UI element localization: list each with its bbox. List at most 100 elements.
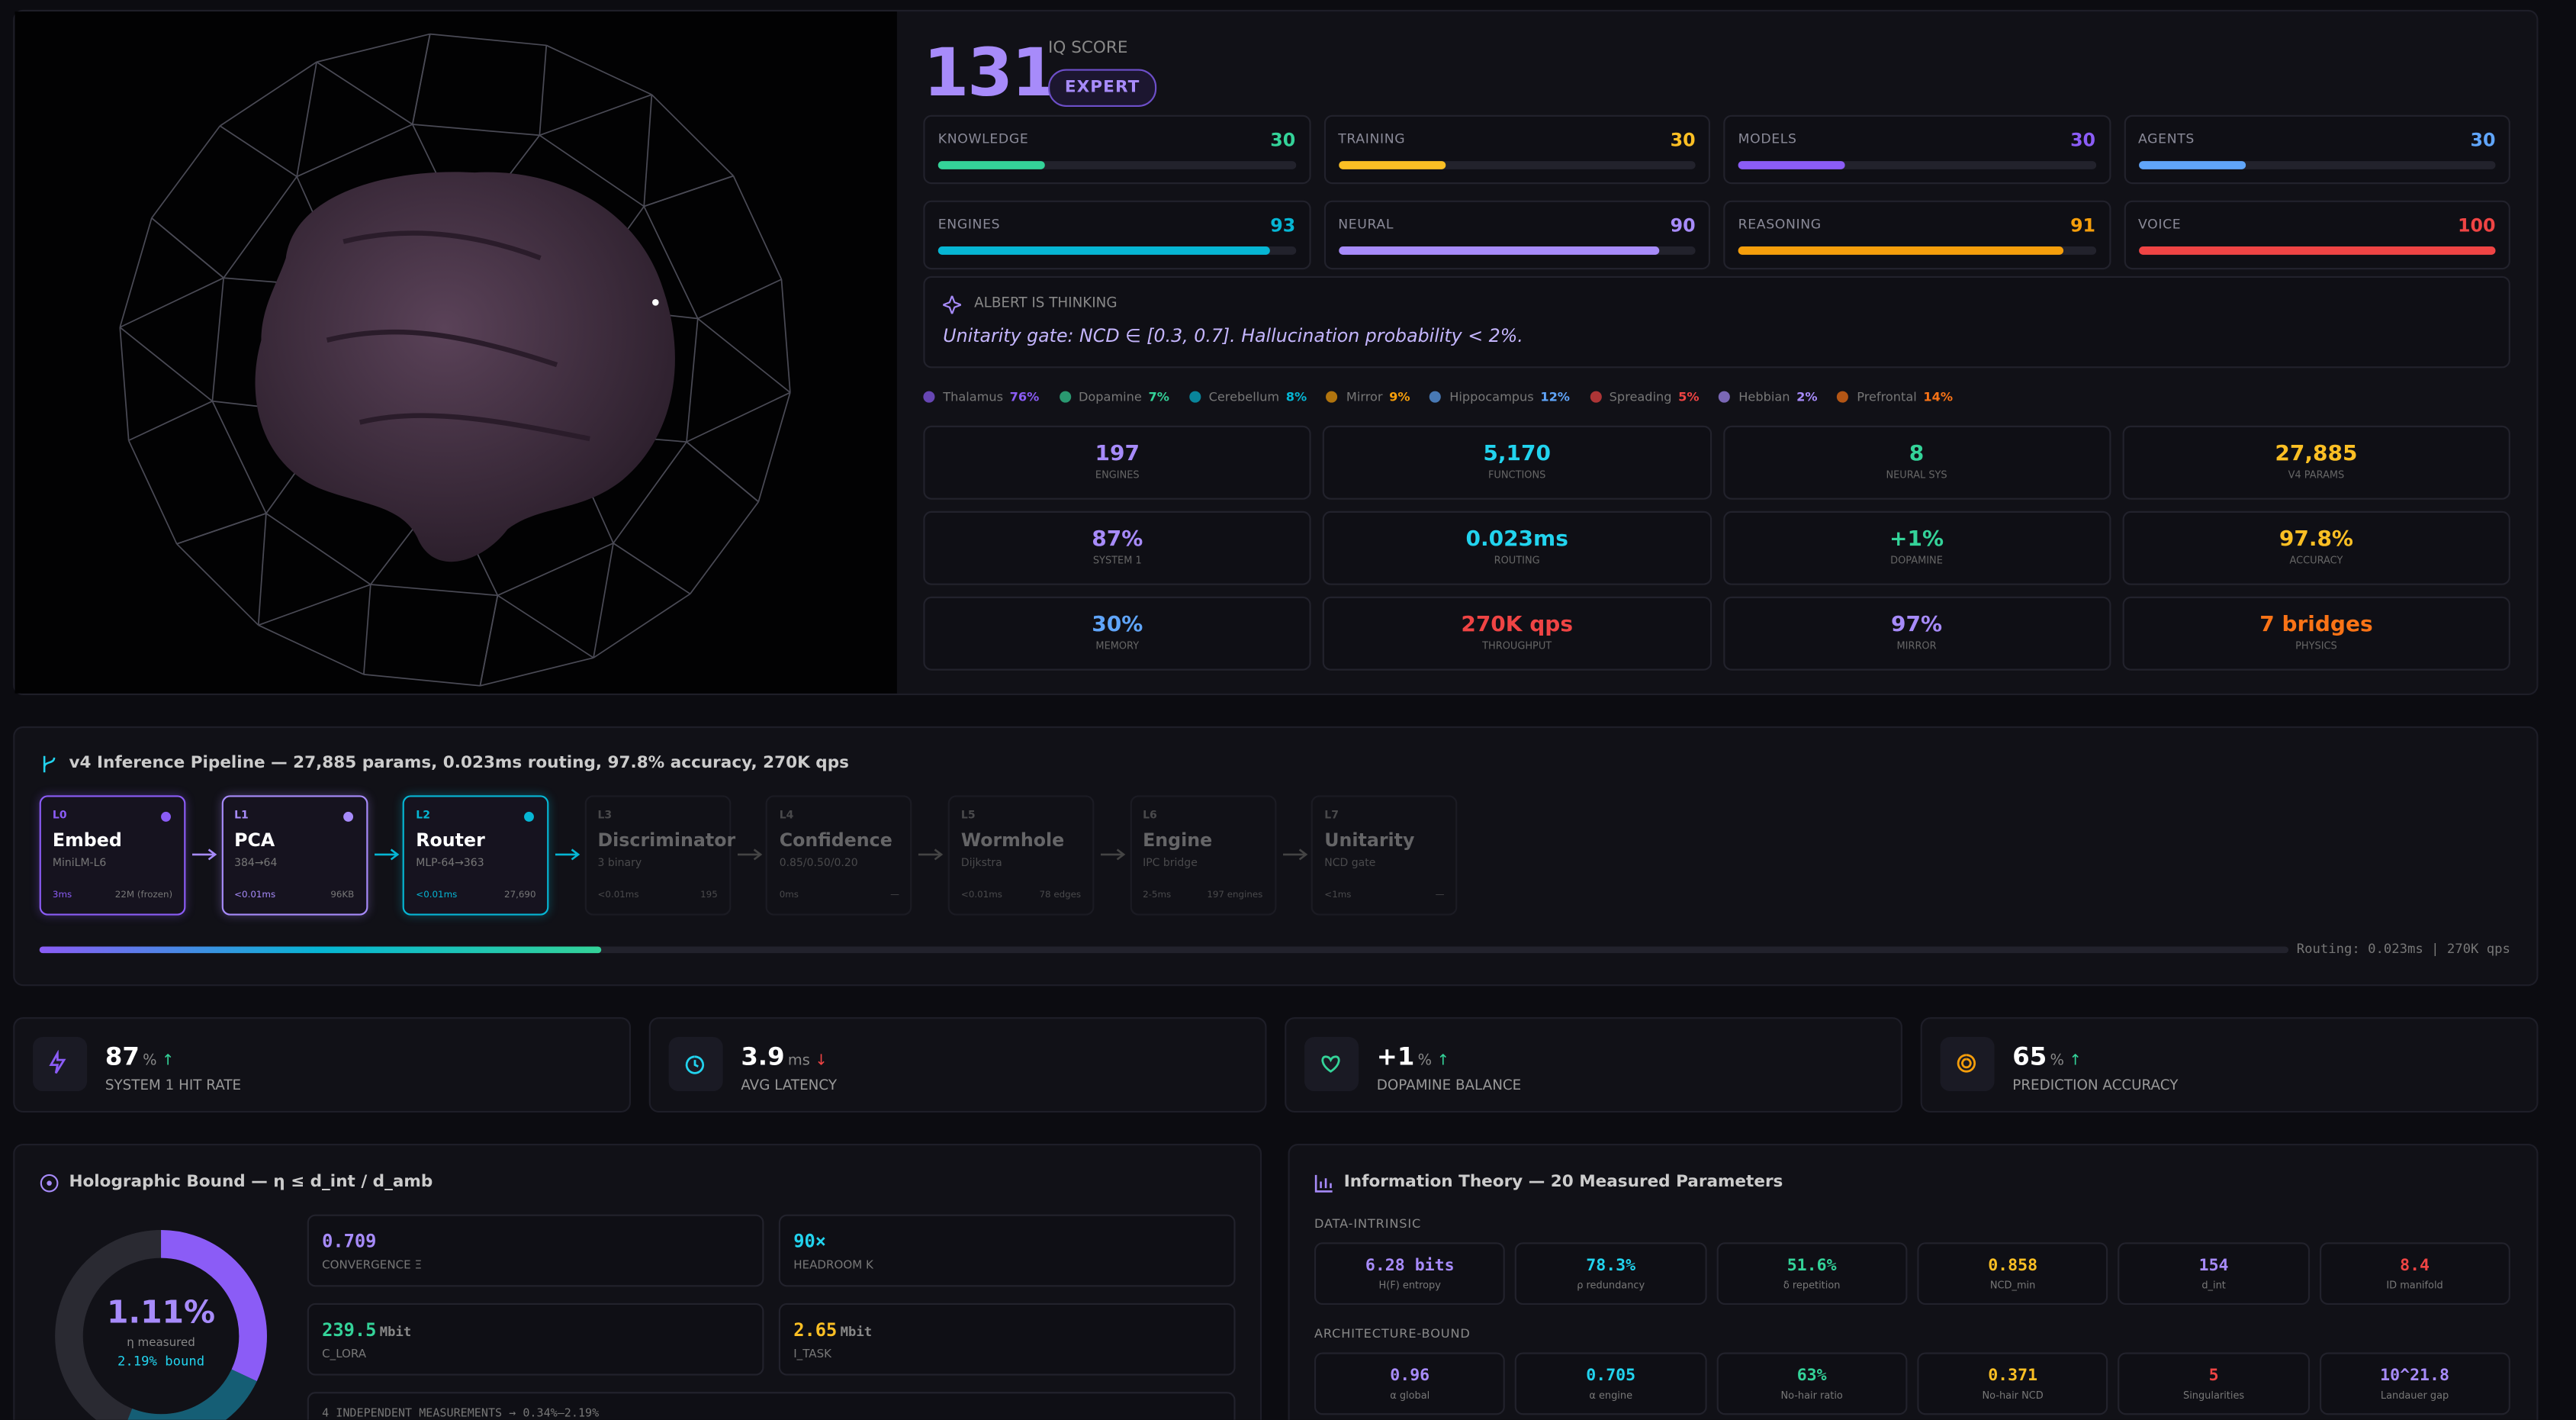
wire-edge [780,279,791,393]
wire-edge [697,317,791,394]
stat: 270K qps THROUGHPUT [1323,596,1712,671]
stat-label: V4 PARAMS [2288,469,2345,482]
holo-cell: 0.709 CONVERGENCE Ξ [307,1214,764,1287]
meter-label: VOICE [2138,217,2182,232]
stage-time: <0.01ms [960,890,1002,901]
kpi-glyph-path [1957,1054,1976,1073]
wire-edge [539,45,548,136]
region-name: Thalamus [943,389,1004,404]
holographic-title: Holographic Bound — η ≤ d_int / d_amb [69,1173,433,1192]
meter-value: 100 [2458,215,2496,237]
region: Hebbian 2% [1719,389,1818,404]
stage-arrow [918,848,944,861]
stat-label: MEMORY [1095,640,1140,653]
stat: +1% DOPAMINE [1722,510,2111,585]
wire-edge [539,94,652,137]
meter-fill [2138,161,2246,169]
stat-label: ACCURACY [2289,555,2343,568]
stat-value: 8 [1909,442,1925,467]
holo-label: HEADROOM K [793,1258,873,1272]
stage-dot [343,811,353,822]
stat: 27,885 V4 PARAMS [2122,425,2510,500]
meter-track [1738,161,2096,169]
stage-sub: Dijkstra [960,856,1002,870]
meter: ENGINES 93 [923,200,1311,270]
region-name: Spreading [1609,389,1672,404]
stat: 5,170 FUNCTIONS [1323,425,1712,500]
stage-name: Engine [1143,829,1213,852]
stage-layer: L6 [1143,808,1157,822]
eta-bound: 2.19% bound [117,1354,205,1370]
info-value: 63% [1796,1367,1827,1386]
holo-label: CONVERGENCE Ξ [322,1258,422,1272]
stat-label: ROUTING [1494,555,1540,568]
kpi-icon [33,1036,88,1092]
thinking-title: ALBERT IS THINKING [974,295,1118,313]
meter-track [1338,161,1696,169]
stage-name: Wormhole [960,829,1065,852]
meter-fill [1338,246,1660,255]
stat: 97% MIRROR [1722,596,2111,671]
kpi-arrow: ↑ [2069,1053,2082,1071]
wire-edge [363,674,481,687]
arrow-path [1100,848,1126,861]
progress-fill [39,946,602,954]
region-dot [1589,391,1601,403]
info-value: 8.4 [2400,1257,2430,1276]
wire-edge [316,33,430,63]
wire-edge [119,327,213,402]
info-cell: 63% No-hair ratio [1716,1352,1908,1415]
kpi-icon [1304,1036,1359,1092]
info-label: H(F) entropy [1378,1280,1441,1292]
region-value: 5% [1678,389,1700,404]
wire-edge [363,584,371,675]
kpi-glyph-path [1321,1055,1340,1073]
stat-value: 97.8% [2279,527,2354,552]
region-value: 2% [1796,389,1818,404]
region: Prefrontal 14% [1837,389,1953,404]
kpi-unit: ms [787,1053,810,1071]
stage: L4 Confidence 0.85/0.50/0.20 0ms — [766,795,913,916]
stage-size: 195 [700,890,718,901]
meter-track [2138,246,2496,255]
meter: REASONING 91 [1723,200,2111,270]
sparkle-icon [943,295,961,314]
branch-icon [43,755,56,773]
info-cell: 8.4 ID manifold [2319,1242,2510,1306]
region-legend: Thalamus 76% Dopamine 7% Cerebellum 8% Mirror 9… [923,389,1953,404]
stat-value: 197 [1095,442,1140,467]
meter-fill [1338,161,1446,169]
holo-label: I_TASK [793,1348,832,1361]
stage-layer: L4 [779,808,794,822]
wire-edge [757,392,791,502]
wire-edge [429,33,547,47]
info-label: Singularities [2182,1390,2245,1402]
info-label: δ repetition [1783,1280,1841,1292]
wire-edge [127,440,178,545]
stage-size: 197 engines [1207,890,1263,901]
wire-edge [686,391,791,443]
wire-edge [119,277,224,328]
meter-value: 90 [1670,215,1696,237]
pipeline-footer: Routing: 0.023ms | 270K qps [2296,942,2510,957]
stage-layer: L2 [416,808,430,822]
stat-label: DOPAMINE [1890,555,1943,568]
meter-track [937,246,1296,255]
stage-dot [161,811,171,822]
wire-edge [265,513,371,585]
stage-time: <0.01ms [597,890,639,901]
meter: VOICE 100 [2123,200,2510,270]
stage: L0 Embed MiniLM-L6 3ms 22M (frozen) [39,795,186,916]
holo-cell: 239.5 Mbit C_LORA [307,1302,764,1376]
wire-edge [119,217,153,328]
wire-edge [151,125,221,219]
region-name: Hebbian [1738,389,1790,404]
meter: MODELS 30 [1723,114,2111,185]
info-label: NCD_min [1989,1280,2036,1292]
meter-fill [937,161,1046,169]
kpi-glyph-path [685,1055,705,1074]
stage-sub: IPC bridge [1143,856,1198,870]
region: Cerebellum 8% [1188,389,1307,404]
kpi-glyph [1957,1054,1976,1073]
